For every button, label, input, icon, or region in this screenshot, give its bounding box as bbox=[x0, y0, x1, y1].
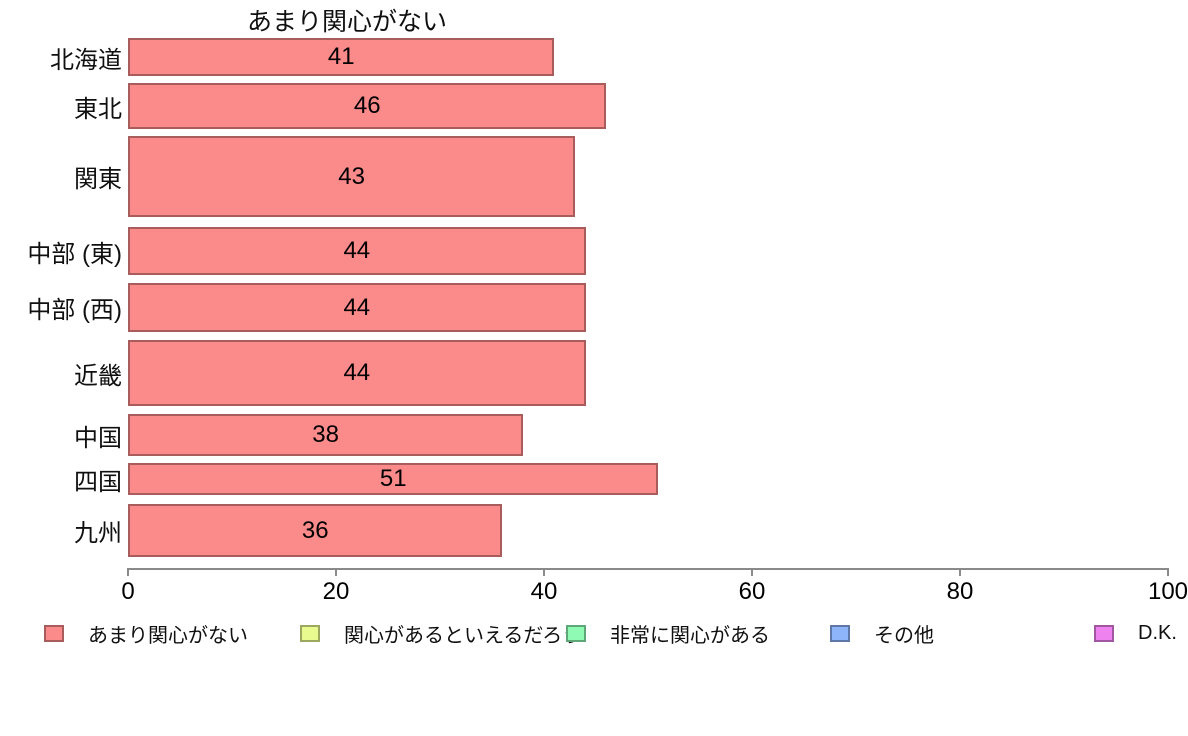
legend-item: 関心があるといえるだろう bbox=[300, 620, 583, 647]
legend-item: その他 bbox=[830, 620, 934, 647]
x-axis-tick-label: 80 bbox=[946, 578, 974, 605]
bar: 51 bbox=[128, 463, 659, 495]
legend-item: D.K. bbox=[1094, 620, 1177, 646]
legend-item: あまり関心がない bbox=[44, 620, 248, 647]
bar: 46 bbox=[128, 83, 607, 129]
legend-swatch-icon bbox=[566, 624, 586, 642]
bar-value-label: 38 bbox=[312, 421, 339, 448]
bar: 44 bbox=[128, 227, 586, 275]
x-axis-tick bbox=[127, 568, 129, 576]
bar: 41 bbox=[128, 38, 555, 76]
bar-value-label: 36 bbox=[301, 516, 329, 544]
bar-value-label: 43 bbox=[338, 162, 365, 190]
legend-item: 非常に関心がある bbox=[566, 620, 770, 647]
x-axis-tick-label: 60 bbox=[738, 578, 766, 605]
x-axis-tick bbox=[543, 568, 545, 576]
x-axis-tick bbox=[751, 568, 753, 576]
bar-value-label: 46 bbox=[353, 92, 381, 119]
category-label: 九州 bbox=[74, 520, 122, 547]
x-axis-tick bbox=[1167, 568, 1169, 576]
legend-swatch-icon bbox=[300, 624, 320, 642]
bar-value-label: 51 bbox=[379, 465, 407, 492]
bar: 44 bbox=[128, 340, 586, 406]
legend-swatch-icon bbox=[44, 624, 64, 642]
x-axis-tick-label: 100 bbox=[1147, 578, 1188, 605]
category-label: 四国 bbox=[74, 468, 122, 496]
x-axis-tick-label: 0 bbox=[121, 578, 135, 605]
bar: 38 bbox=[128, 414, 524, 456]
chart-title: あまり関心がない bbox=[246, 8, 447, 36]
x-axis-tick-label: 40 bbox=[530, 578, 558, 605]
legend-label: 非常に関心がある bbox=[610, 624, 770, 647]
bar-value-label: 41 bbox=[327, 43, 355, 70]
category-label: 関東 bbox=[74, 166, 122, 193]
bar: 36 bbox=[128, 504, 503, 557]
x-axis-tick-label: 20 bbox=[322, 578, 350, 605]
legend-label: 関心があるといえるだろう bbox=[344, 624, 583, 647]
legend-label: その他 bbox=[874, 624, 934, 647]
legend-label: あまり関心がない bbox=[88, 624, 248, 647]
bar-value-label: 44 bbox=[343, 237, 371, 264]
x-axis-tick bbox=[335, 568, 337, 576]
category-label: 中部 (西) bbox=[27, 297, 122, 324]
legend-label: D.K. bbox=[1138, 621, 1177, 644]
bar-value-label: 44 bbox=[343, 359, 371, 386]
category-label: 中部 (東) bbox=[27, 240, 122, 268]
bar: 44 bbox=[128, 283, 586, 332]
bar-value-label: 44 bbox=[343, 293, 371, 321]
category-label: 東北 bbox=[74, 95, 122, 123]
category-label: 北海道 bbox=[50, 46, 122, 74]
legend-swatch-icon bbox=[1094, 624, 1114, 642]
category-label: 近畿 bbox=[74, 362, 122, 390]
x-axis-tick bbox=[959, 568, 961, 576]
legend-swatch-icon bbox=[830, 624, 850, 642]
legend: あまり関心がない 関心があるといえるだろう 非常に関心がある その他 D.K. bbox=[0, 620, 1188, 650]
bar: 43 bbox=[128, 136, 576, 217]
x-axis-line bbox=[128, 568, 1168, 570]
category-label: 中国 bbox=[74, 424, 122, 452]
